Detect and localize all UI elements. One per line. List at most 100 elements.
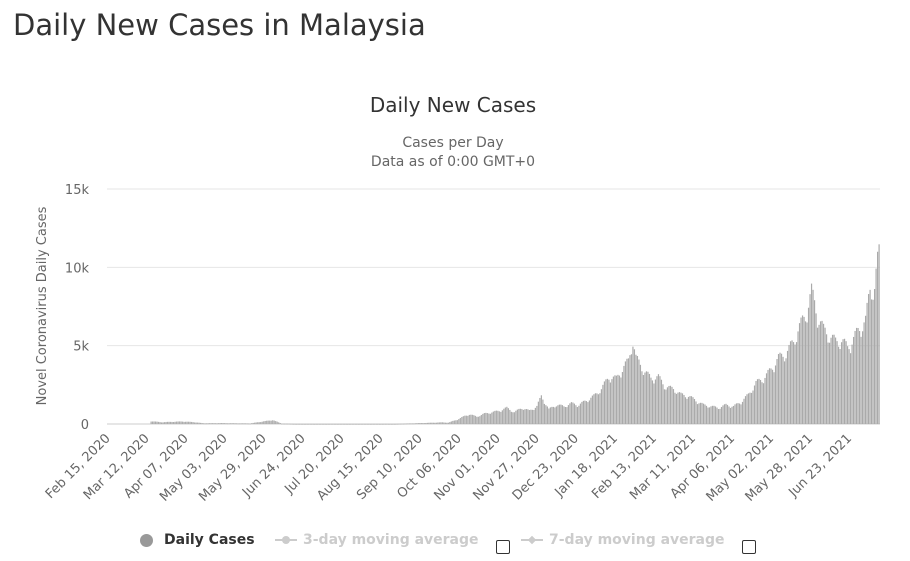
bar [602,384,604,424]
bar [570,402,572,424]
bar [315,423,317,425]
bar [687,396,690,424]
bar [774,365,777,424]
bar [293,423,295,425]
bar [636,356,639,424]
bar [500,411,502,424]
bar [696,404,699,424]
bar [836,341,838,424]
bar [825,334,828,424]
bar [593,394,595,424]
bar [458,419,460,424]
bar [626,358,628,424]
bar [183,421,185,424]
bar [534,407,536,424]
bar [482,413,484,424]
bar [861,331,864,424]
bar [650,377,652,424]
bar [182,421,184,424]
x-tick-label: May 29, 2020 [196,431,269,504]
bar [681,393,684,424]
bar [495,410,497,424]
bar [783,361,786,424]
bar [572,402,574,424]
bar [419,423,421,424]
bar [840,342,843,424]
bar [429,422,431,424]
bar [251,423,253,424]
bar [479,416,481,424]
bar [422,423,424,424]
bar [483,413,485,424]
bar [405,423,407,425]
bar [383,423,385,425]
bar [674,392,676,424]
bar [677,392,679,424]
bar [764,377,766,424]
bar [233,423,235,425]
bar [309,423,311,425]
bar [815,313,817,424]
bar [656,376,658,424]
bar [498,411,500,424]
y-axis-ticks: 0 5k 10k 15k [65,183,90,433]
bar [324,423,326,425]
legend-item-3-day-moving-average[interactable]: 3-day moving average [275,532,479,548]
checkbox-3-day-moving-average[interactable] [496,540,510,554]
bar [159,422,161,424]
bar [252,422,254,424]
bar [524,409,526,424]
bar [683,394,685,424]
bar [521,409,523,424]
bar [773,372,775,424]
bar [845,341,847,424]
bar [174,421,176,424]
bar [569,403,571,424]
bar [389,423,391,425]
legend-item-daily-cases[interactable]: Daily Cases [140,532,255,548]
bar [860,336,862,424]
bar [543,403,545,424]
bar [699,402,702,424]
bar [877,251,879,424]
bar [875,268,877,424]
bar [540,395,542,424]
bar [675,393,678,424]
bar [582,400,585,424]
legend-item-7-day-moving-average[interactable]: 7-day moving average [521,532,725,548]
bar [414,423,416,425]
bar [348,423,350,425]
bar [561,405,563,424]
bar [417,423,419,424]
bar [435,422,437,424]
bar [336,423,338,425]
bar [717,409,720,424]
bar [155,421,157,424]
bar [470,414,472,424]
bar [693,399,696,424]
bar [459,417,461,424]
bar [746,394,748,424]
bar [321,423,323,425]
bar [545,405,547,424]
checkbox-7-day-moving-average[interactable] [742,540,756,554]
legend-line-marker-icon [275,536,297,544]
bar [399,423,401,425]
bar [152,421,154,424]
bar [285,423,287,425]
bar [752,390,754,424]
bar [473,415,475,424]
bar [749,392,751,424]
bar [357,423,359,425]
bar [371,423,373,425]
bar [525,409,527,424]
bar [777,354,780,424]
bar [549,407,551,424]
bar [723,404,726,424]
bar [212,423,214,424]
bar [590,397,592,424]
bar [659,376,661,424]
bar [804,321,807,424]
legend-circle-icon [140,533,153,547]
